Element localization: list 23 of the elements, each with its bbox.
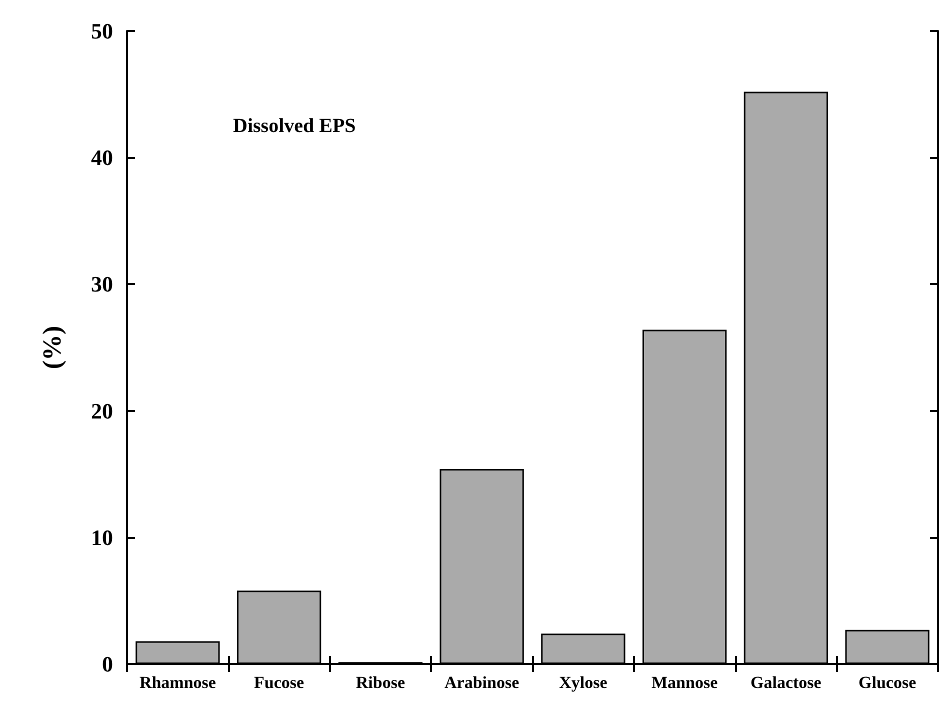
annotation: Dissolved EPS (233, 115, 356, 137)
bar (744, 92, 828, 664)
bar (236, 590, 322, 664)
x-tick-label: Arabinose (444, 673, 520, 692)
y-tick-label: 0 (102, 652, 113, 676)
x-tick-label: Fucose (254, 673, 305, 692)
bar (541, 634, 626, 664)
y-tick-label: 30 (91, 272, 113, 297)
x-tick-label: Xylose (559, 673, 608, 692)
bar (642, 330, 727, 664)
y-tick-label: 50 (91, 18, 113, 44)
bar (440, 469, 524, 664)
y-axis-title: (%) (38, 326, 66, 370)
x-tick-label: Ribose (356, 673, 406, 692)
y-tick-label: 10 (91, 524, 113, 550)
y-tick-label: 40 (91, 145, 113, 170)
x-tick-label: Mannose (652, 673, 718, 692)
x-tick-label: Glucose (858, 673, 917, 692)
y-tick-label: 20 (91, 398, 113, 424)
bar (136, 641, 220, 664)
bar (845, 630, 930, 664)
x-tick-label: Rhamnose (139, 673, 216, 692)
x-tick-label: Galactose (750, 673, 822, 692)
